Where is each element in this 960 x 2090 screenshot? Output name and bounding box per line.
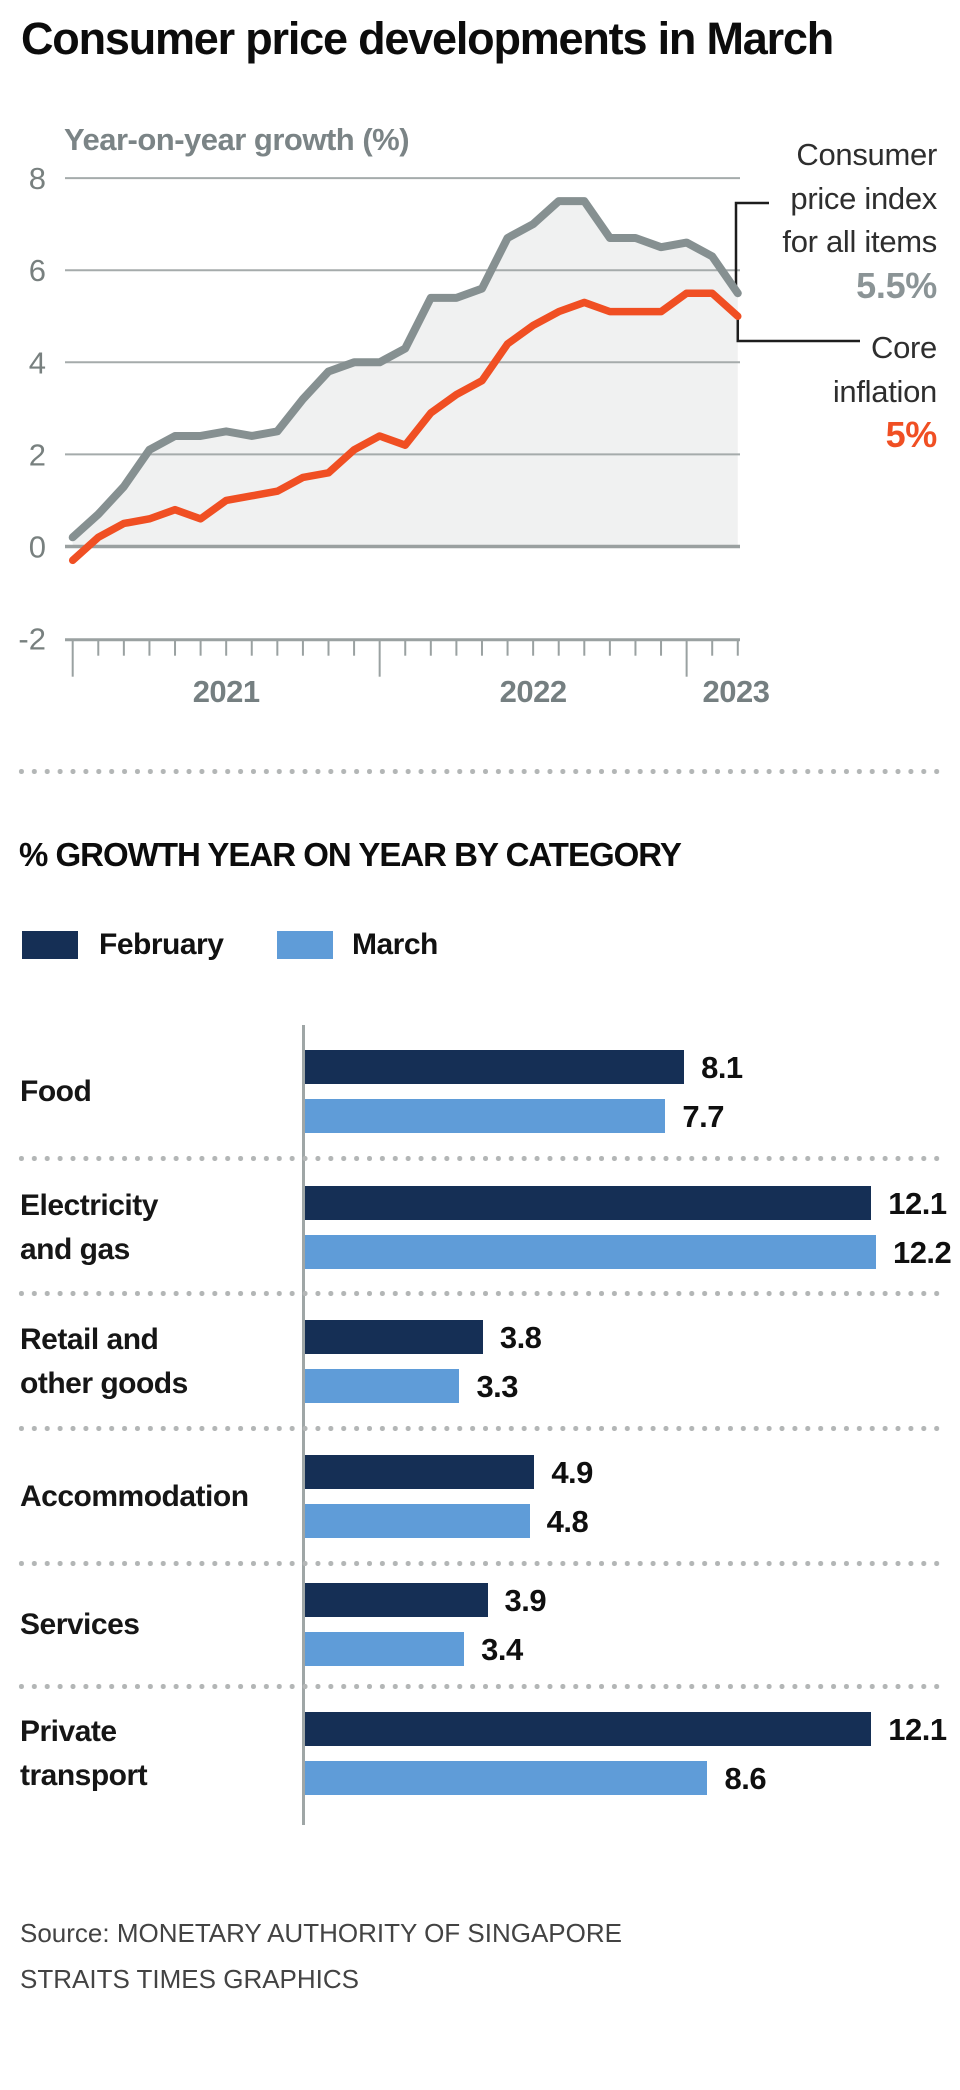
y-tick-label: 4 xyxy=(29,345,46,380)
core-callout-line xyxy=(736,319,860,343)
row-separator xyxy=(15,1683,940,1690)
legend-swatch-march xyxy=(277,931,333,959)
bar-march-electricity-and-gas xyxy=(305,1235,876,1269)
source-line-1: Source: MONETARY AUTHORITY OF SINGAPORE xyxy=(20,1918,622,1948)
legend-swatch-february xyxy=(22,931,78,959)
legend-label-february: February xyxy=(99,928,224,961)
category-label-line: Accommodation xyxy=(20,1479,249,1513)
bar-value-march-accommodation: 4.8 xyxy=(546,1504,589,1539)
row-separator xyxy=(15,1290,940,1297)
category-label-line: Food xyxy=(20,1074,92,1108)
category-label-accommodation: Accommodation xyxy=(20,1475,295,1519)
cpi-annotation-line: Consumer xyxy=(796,137,937,172)
bar-value-february-electricity-and-gas: 12.1 xyxy=(888,1186,947,1221)
core-annotation: Core inflation 5% xyxy=(833,326,937,457)
bar-february-retail-and-other-goods xyxy=(305,1320,483,1354)
category-label-line: Retail and xyxy=(20,1322,159,1356)
core-annotation-line: inflation xyxy=(832,373,937,409)
bar-chart-title: % GROWTH YEAR ON YEAR BY CATEGORY xyxy=(19,836,682,873)
cpi-annotation: Consumer price index for all items 5.5% xyxy=(782,133,937,307)
bar-march-retail-and-other-goods xyxy=(305,1369,460,1403)
bar-value-march-private-transport: 8.6 xyxy=(724,1761,767,1796)
bar-february-services xyxy=(305,1583,488,1617)
core-annotation-line: Core xyxy=(871,330,937,365)
category-label-services: Services xyxy=(20,1603,295,1647)
bar-february-accommodation xyxy=(305,1455,535,1489)
year-label: 2022 xyxy=(500,674,567,709)
bar-march-private-transport xyxy=(305,1761,708,1795)
bar-value-february-retail-and-other-goods: 3.8 xyxy=(499,1320,542,1355)
bar-february-food xyxy=(305,1050,685,1084)
bar-february-private-transport xyxy=(305,1712,872,1746)
row-separator xyxy=(15,1560,940,1567)
bar-march-food xyxy=(305,1099,666,1133)
y-tick-label: 0 xyxy=(29,530,46,565)
year-label: 2023 xyxy=(703,674,770,709)
category-label-food: Food xyxy=(20,1070,295,1114)
category-label-line: Electricity xyxy=(20,1188,158,1222)
legend-label-march: March xyxy=(352,928,438,961)
bar-value-february-services: 3.9 xyxy=(504,1583,547,1618)
bar-value-march-services: 3.4 xyxy=(481,1632,523,1667)
category-label-line: transport xyxy=(20,1758,148,1792)
bar-march-services xyxy=(305,1632,465,1666)
y-tick-label: 6 xyxy=(29,253,46,288)
category-label-line: and gas xyxy=(20,1232,130,1266)
bar-value-february-private-transport: 12.1 xyxy=(888,1712,947,1747)
source-block: Source: MONETARY AUTHORITY OF SINGAPORE … xyxy=(20,1910,622,2002)
bar-value-march-retail-and-other-goods: 3.3 xyxy=(476,1369,519,1404)
cpi-line xyxy=(68,197,742,542)
page-title: Consumer price developments in March xyxy=(21,13,834,64)
category-label-line: other goods xyxy=(20,1366,188,1400)
category-label-private-transport: Private transport xyxy=(20,1710,295,1798)
bar-march-accommodation xyxy=(305,1504,530,1538)
cpi-annotation-line: for all items xyxy=(782,224,937,259)
bar-value-february-food: 8.1 xyxy=(701,1050,743,1085)
category-label-line: Private xyxy=(20,1714,117,1748)
bar-value-february-accommodation: 4.9 xyxy=(551,1455,593,1490)
row-separator xyxy=(15,1155,940,1162)
category-label-electricity-and-gas: Electricity and gas xyxy=(20,1184,295,1272)
section-separator xyxy=(15,768,940,775)
bar-february-electricity-and-gas xyxy=(305,1186,872,1220)
source-line-2: STRAITS TIMES GRAPHICS xyxy=(20,1964,360,1994)
bar-value-march-electricity-and-gas: 12.2 xyxy=(892,1235,952,1270)
core-annotation-value: 5% xyxy=(885,414,938,455)
cpi-callout-line xyxy=(734,201,769,291)
core-line xyxy=(68,289,742,565)
cpi-annotation-value: 5.5% xyxy=(856,264,937,306)
y-tick-label: 8 xyxy=(29,161,46,196)
bar-value-march-food: 7.7 xyxy=(682,1099,724,1134)
category-label-retail-and-other-goods: Retail and other goods xyxy=(20,1318,295,1406)
y-tick-label: 2 xyxy=(29,437,46,472)
y-tick-label: -2 xyxy=(18,622,46,657)
area-fill xyxy=(72,201,738,547)
row-separator xyxy=(15,1425,940,1432)
line-chart-svg: 8 6 4 2 0 -2 2021 2022 2023 xyxy=(18,161,860,709)
category-label-line: Services xyxy=(20,1607,140,1641)
cpi-annotation-line: price index xyxy=(790,180,937,216)
year-label: 2021 xyxy=(193,674,260,709)
line-chart-title: Year-on-year growth (%) xyxy=(64,122,410,157)
